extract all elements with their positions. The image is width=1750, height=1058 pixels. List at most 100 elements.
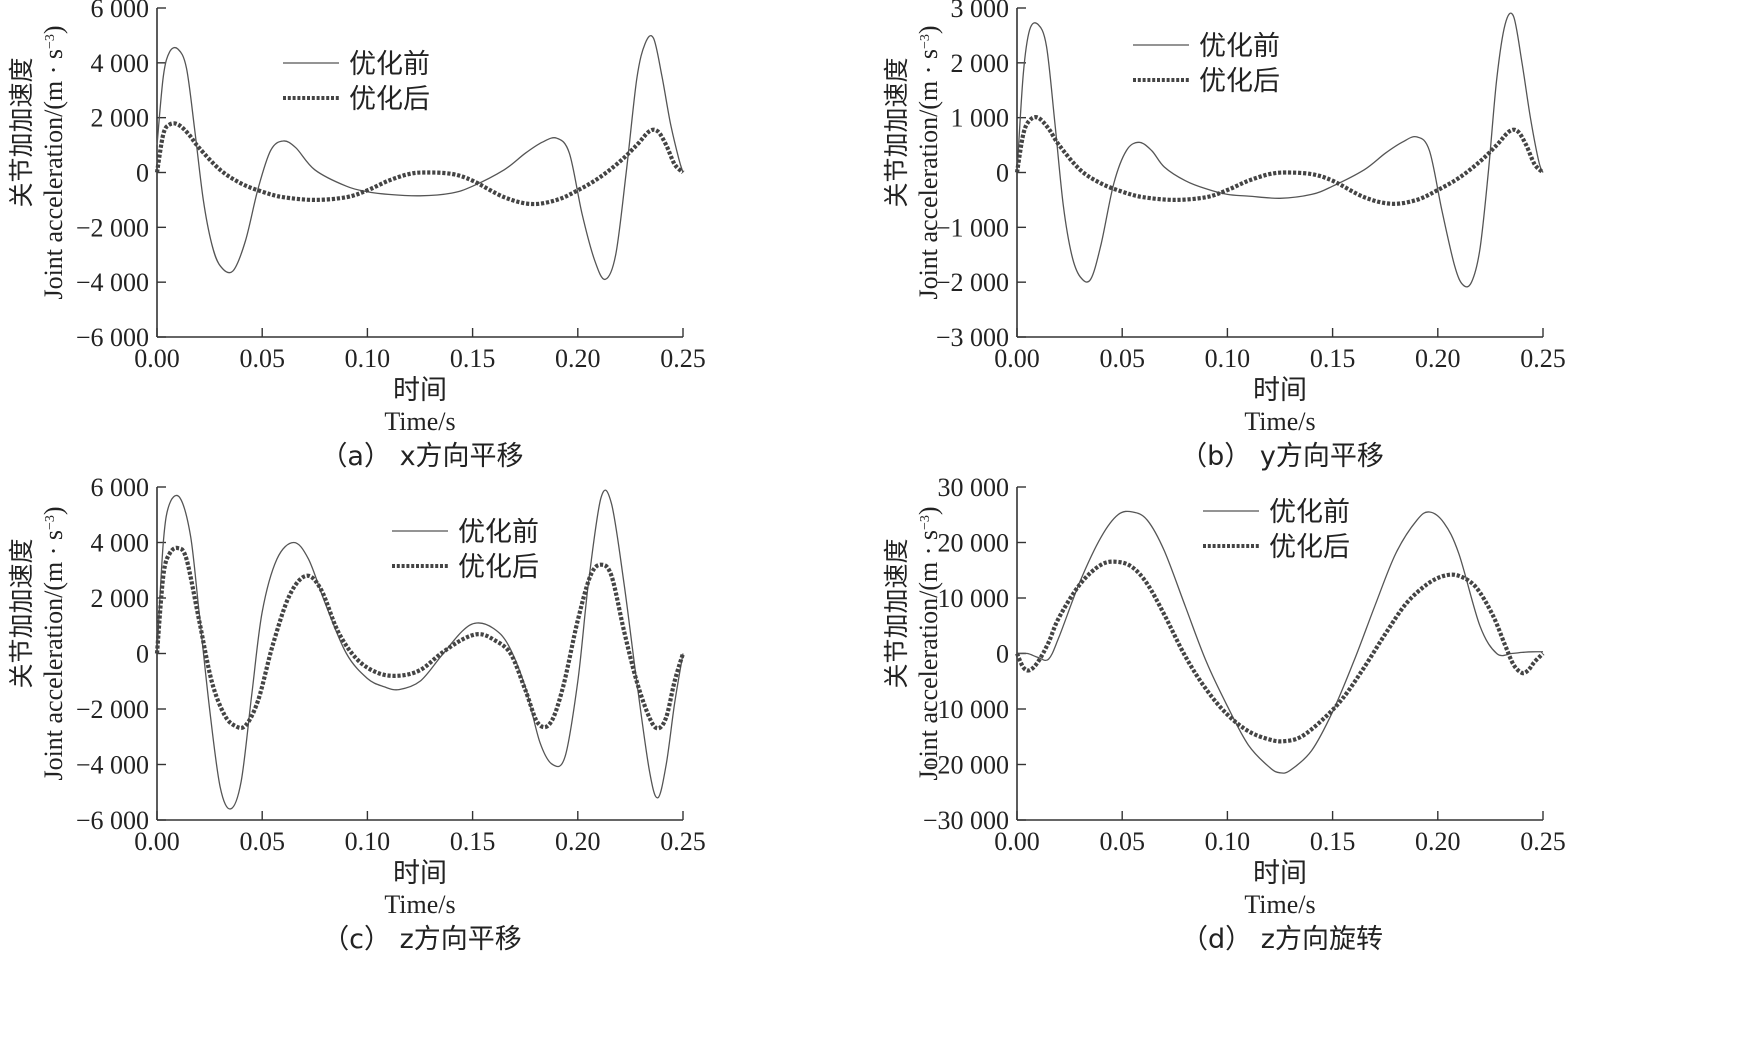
y-axis-label-en: Joint acceleration/(m · s−3) (914, 25, 943, 299)
legend-label-before: 优化前 (349, 49, 430, 80)
chart-c-group: −6 000 −4 000 −2 000 0 2 000 4 000 6 000 0.00 0.… (7, 473, 706, 955)
series-line-before (1016, 12, 1544, 288)
x-tick-label: 0.05 (1099, 827, 1145, 856)
x-tick-label: 0.15 (450, 827, 496, 856)
legend-label-before: 优化前 (1199, 31, 1280, 62)
x-axis-label-en: Time/s (384, 407, 455, 436)
series-line-after (154, 121, 685, 207)
y-tick-label: −4 000 (76, 268, 149, 297)
x-axis-label-en: Time/s (384, 890, 455, 919)
x-tick-label: 0.20 (1415, 827, 1461, 856)
chart-panel-b: −3 000 −2 000 −1 000 0 1 000 2 000 3 000 0.00 0.… (875, 0, 1750, 529)
x-axis-label-cn: 时间 (393, 375, 447, 406)
x-tick-label: 0.10 (345, 827, 391, 856)
x-tick-label: 0.20 (555, 344, 601, 373)
x-tick-label: 0.00 (134, 344, 180, 373)
x-axis-label-en: Time/s (1244, 407, 1315, 436)
y-tick-label: −2 000 (936, 268, 1009, 297)
chart-a-svg: −6 000 −4 000 −2 000 0 2 000 4 000 6 000 0.00 0.… (7, 0, 706, 472)
x-tick-label: 0.20 (1415, 344, 1461, 373)
y-tick-label: −6 000 (76, 806, 149, 835)
y-axis-label-cn: 关节加加速度 (7, 57, 36, 207)
chart-d-group: −30 000 −20 000 −10 000 0 10 000 20 000 30 000… (882, 473, 1566, 955)
panel-caption: （c） z方向平移 (322, 924, 522, 955)
x-tick-label: 0.10 (1205, 344, 1251, 373)
y-tick-label: 4 000 (91, 49, 150, 78)
y-tick-label: 6 000 (91, 473, 150, 502)
y-tick-label: 2 000 (951, 49, 1010, 78)
x-axis-label-cn: 时间 (393, 858, 447, 889)
legend-label-after: 优化后 (1269, 532, 1350, 563)
y-tick-label: −10 000 (923, 695, 1009, 724)
x-tick-label: 0.00 (994, 344, 1040, 373)
legend-label-after: 优化后 (349, 84, 430, 115)
x-tick-label: 0.00 (994, 827, 1040, 856)
y-tick-label: −2 000 (76, 213, 149, 242)
x-tick-label: 0.25 (1520, 827, 1566, 856)
x-tick-label: 0.20 (555, 827, 601, 856)
x-tick-label: 0.15 (1310, 827, 1356, 856)
series-line-after (1014, 115, 1545, 206)
chart-d-svg: −30 000 −20 000 −10 000 0 10 000 20 000 30 000… (882, 473, 1566, 955)
chart-panel-c: −6 000 −4 000 −2 000 0 2 000 4 000 6 000 0.00 0.… (0, 473, 875, 1058)
y-tick-label: 4 000 (91, 529, 150, 558)
chart-panel-d: −30 000 −20 000 −10 000 0 10 000 20 000 30 000… (875, 473, 1750, 1058)
x-tick-label: 0.10 (345, 344, 391, 373)
y-tick-label: −20 000 (923, 751, 1009, 780)
legend-label-after: 优化后 (458, 552, 539, 583)
chart-b-group: −3 000 −2 000 −1 000 0 1 000 2 000 3 000 0.00 0.… (882, 0, 1566, 472)
series-line-before (1016, 510, 1544, 774)
y-axis-label-en: Joint acceleration/(m · s−3) (39, 25, 68, 299)
x-tick-label: 0.05 (239, 827, 285, 856)
legend-label-before: 优化前 (458, 517, 539, 548)
legend-label-before: 优化前 (1269, 497, 1350, 528)
x-tick-label: 0.25 (1520, 344, 1566, 373)
y-tick-label: 30 000 (938, 473, 1010, 502)
y-axis-label-en: Joint acceleration/(m · s−3) (39, 506, 68, 780)
x-tick-label: 0.15 (450, 344, 496, 373)
y-tick-label: 0 (136, 159, 149, 188)
chart-a-group: −6 000 −4 000 −2 000 0 2 000 4 000 6 000 0.00 0.… (7, 0, 706, 472)
y-tick-label: 6 000 (91, 0, 150, 23)
series-line-after (1015, 559, 1545, 744)
y-axis-label-cn: 关节加加速度 (882, 57, 911, 207)
panel-caption: （b） y方向平移 (1180, 441, 1384, 472)
x-tick-label: 0.00 (134, 827, 180, 856)
y-tick-label: 10 000 (938, 584, 1010, 613)
y-axis-label-cn: 关节加加速度 (882, 538, 911, 688)
series-line-before (156, 35, 684, 281)
x-axis-label-cn: 时间 (1253, 858, 1307, 889)
x-tick-label: 0.10 (1205, 827, 1251, 856)
y-tick-label: −4 000 (76, 751, 149, 780)
y-tick-label: 2 000 (91, 584, 150, 613)
y-tick-label: 0 (136, 640, 149, 669)
x-tick-label: 0.25 (660, 344, 706, 373)
panel-caption: （a） x方向平移 (320, 441, 523, 472)
x-tick-label: 0.05 (1099, 344, 1145, 373)
legend-label-after: 优化后 (1199, 66, 1280, 97)
y-tick-label: 0 (996, 640, 1009, 669)
y-tick-label: 2 000 (91, 104, 150, 133)
series-line-before (156, 489, 684, 810)
y-tick-label: −1 000 (936, 213, 1009, 242)
chart-panel-a: −6 000 −4 000 −2 000 0 2 000 4 000 6 000 0.00 0.… (0, 0, 875, 529)
y-axis-label-en: Joint acceleration/(m · s−3) (914, 506, 943, 780)
series-line-after (154, 545, 686, 731)
x-tick-label: 0.25 (660, 827, 706, 856)
y-tick-label: −2 000 (76, 695, 149, 724)
y-tick-label: 0 (996, 159, 1009, 188)
y-tick-label: 20 000 (938, 529, 1010, 558)
x-tick-label: 0.05 (239, 344, 285, 373)
y-tick-label: 1 000 (951, 104, 1010, 133)
x-axis-label-en: Time/s (1244, 890, 1315, 919)
y-tick-label: −6 000 (76, 323, 149, 352)
chart-b-svg: −3 000 −2 000 −1 000 0 1 000 2 000 3 000 0.00 0.… (882, 0, 1566, 472)
x-tick-label: 0.15 (1310, 344, 1356, 373)
y-tick-label: −30 000 (923, 806, 1009, 835)
y-axis-label-cn: 关节加加速度 (7, 538, 36, 688)
x-axis-label-cn: 时间 (1253, 375, 1307, 406)
y-tick-label: 3 000 (951, 0, 1010, 23)
y-tick-label: −3 000 (936, 323, 1009, 352)
panel-caption: （d） z方向旋转 (1181, 924, 1383, 955)
chart-c-svg: −6 000 −4 000 −2 000 0 2 000 4 000 6 000 0.00 0.… (7, 473, 706, 955)
